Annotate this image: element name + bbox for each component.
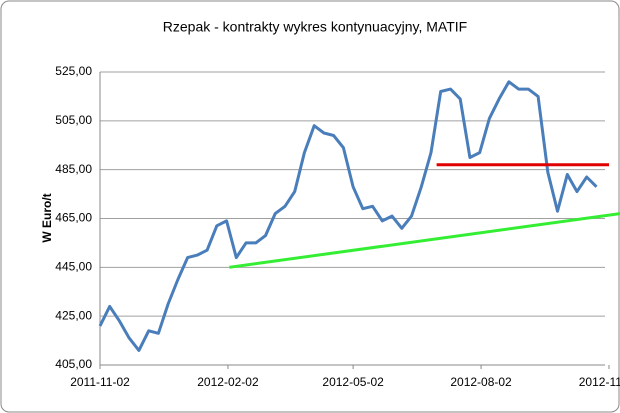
x-tick-label: 2012-11-02 (579, 375, 620, 389)
y-tick-label: 485,00 (55, 162, 92, 176)
y-tick-label: 525,00 (55, 64, 92, 78)
x-tick-label: 2012-05-02 (322, 375, 384, 389)
chart-title: Rzepak - kontrakty wykres kontynuacyjny,… (163, 19, 467, 35)
y-tick-label: 505,00 (55, 113, 92, 127)
y-tick-label: 405,00 (55, 357, 92, 371)
trend-line (229, 212, 620, 269)
y-tick-label: 425,00 (55, 308, 92, 322)
y-tick-label: 465,00 (55, 211, 92, 225)
x-tick-label: 2011-11-02 (70, 375, 130, 389)
y-axis-label: W Euro/t (40, 193, 54, 242)
x-tick-label: 2012-02-02 (197, 375, 259, 389)
x-tick-label: 2012-08-02 (450, 375, 512, 389)
y-tick-label: 445,00 (55, 260, 92, 274)
data-line (98, 80, 598, 352)
